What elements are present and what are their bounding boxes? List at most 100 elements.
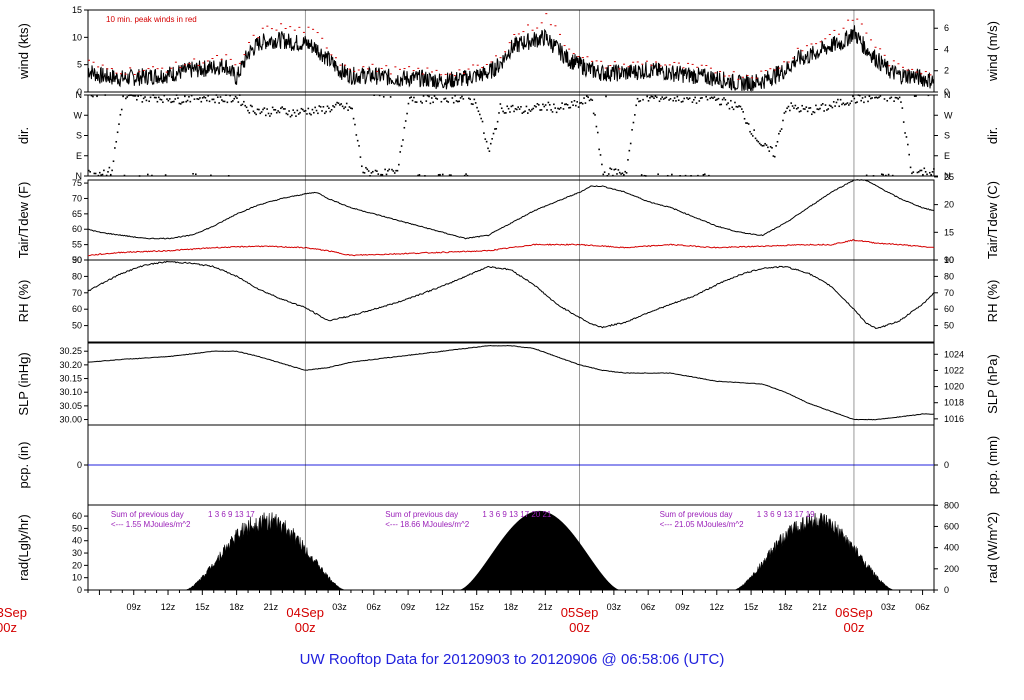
direction-point bbox=[553, 103, 555, 106]
direction-point bbox=[909, 166, 912, 169]
direction-point bbox=[927, 94, 930, 97]
peak-wind-mark bbox=[412, 70, 415, 72]
direction-point bbox=[569, 106, 572, 109]
direction-point bbox=[186, 99, 189, 102]
direction-point bbox=[882, 173, 884, 176]
direction-point bbox=[595, 125, 598, 128]
direction-point bbox=[337, 102, 340, 104]
peak-wind-mark bbox=[248, 41, 251, 43]
direction-point bbox=[750, 133, 753, 135]
direction-point bbox=[297, 113, 300, 115]
direction-point bbox=[404, 120, 407, 122]
direction-point bbox=[749, 130, 751, 133]
peak-wind-mark bbox=[586, 56, 589, 58]
direction-point bbox=[175, 94, 178, 96]
direction-point bbox=[838, 105, 841, 108]
direction-point bbox=[606, 174, 609, 177]
peak-wind-mark bbox=[138, 71, 141, 73]
direction-point bbox=[603, 171, 606, 173]
peak-wind-mark bbox=[577, 56, 580, 58]
direction-point bbox=[550, 109, 552, 111]
direction-point bbox=[286, 113, 289, 116]
peak-wind-mark bbox=[476, 64, 479, 66]
direction-point bbox=[702, 173, 705, 176]
direction-point bbox=[119, 113, 122, 116]
direction-point bbox=[291, 114, 293, 117]
direction-point bbox=[506, 105, 509, 108]
direction-point bbox=[101, 173, 104, 176]
direction-point bbox=[296, 109, 299, 112]
peak-wind-mark bbox=[650, 64, 653, 66]
direction-point bbox=[561, 102, 563, 104]
direction-point bbox=[596, 131, 599, 134]
peak-wind-mark bbox=[682, 67, 685, 69]
peak-wind-mark bbox=[924, 71, 927, 73]
direction-point bbox=[753, 129, 755, 131]
direction-point bbox=[542, 103, 544, 106]
peak-wind-mark bbox=[673, 61, 676, 63]
direction-point bbox=[167, 99, 170, 102]
direction-point bbox=[815, 104, 817, 107]
direction-point bbox=[912, 171, 915, 173]
direction-point bbox=[441, 173, 444, 176]
direction-point bbox=[732, 108, 735, 111]
direction-point bbox=[926, 173, 928, 176]
direction-point bbox=[599, 154, 602, 156]
direction-point bbox=[308, 112, 311, 115]
direction-point bbox=[168, 98, 171, 100]
direction-point bbox=[325, 110, 327, 113]
peak-wind-mark bbox=[398, 68, 401, 70]
direction-point bbox=[485, 140, 488, 143]
direction-point bbox=[817, 108, 820, 111]
direction-point bbox=[916, 171, 919, 174]
direction-point bbox=[751, 135, 754, 137]
direction-point bbox=[332, 105, 334, 107]
direction-point bbox=[426, 94, 429, 97]
peak-wind-mark bbox=[627, 66, 630, 68]
direction-point bbox=[118, 123, 120, 125]
direction-point bbox=[146, 173, 149, 176]
rh-line bbox=[87, 260, 935, 330]
peak-wind-mark bbox=[229, 58, 232, 60]
direction-point bbox=[813, 111, 816, 114]
peak-wind-mark bbox=[344, 64, 347, 66]
peak-wind-mark bbox=[751, 77, 754, 79]
direction-point bbox=[913, 95, 916, 97]
direction-point bbox=[568, 106, 570, 109]
direction-point bbox=[248, 112, 251, 114]
peak-wind-mark bbox=[732, 71, 735, 73]
direction-point bbox=[821, 103, 824, 105]
direction-point bbox=[173, 100, 175, 103]
peak-wind-mark bbox=[869, 39, 872, 41]
direction-point bbox=[671, 173, 673, 176]
y-tick-label-left: 70 bbox=[72, 193, 82, 203]
direction-point bbox=[871, 97, 873, 99]
direction-point bbox=[646, 95, 648, 98]
direction-point bbox=[915, 95, 917, 97]
direction-point bbox=[741, 108, 743, 110]
x-tick-label: 21z bbox=[812, 602, 827, 612]
direction-point bbox=[502, 110, 504, 113]
peak-wind-mark bbox=[440, 74, 443, 76]
day-label-date: 05Sep bbox=[561, 605, 599, 620]
y-tick-label-right: 0 bbox=[944, 585, 949, 595]
peak-wind-mark bbox=[920, 73, 923, 75]
direction-point bbox=[307, 107, 310, 110]
direction-point bbox=[548, 104, 551, 106]
x-tick-label: 12z bbox=[710, 602, 725, 612]
radiation-sum-value: <--- 1.55 MJoules/m^2 bbox=[111, 520, 191, 529]
direction-point bbox=[432, 101, 434, 104]
peak-wind-mark bbox=[783, 61, 786, 63]
x-tick-label: 15z bbox=[744, 602, 759, 612]
direction-point bbox=[499, 103, 502, 105]
direction-point bbox=[902, 121, 905, 123]
direction-point bbox=[904, 132, 906, 134]
peak-wind-mark bbox=[147, 68, 150, 70]
peak-wind-mark bbox=[508, 42, 511, 44]
direction-point bbox=[233, 97, 236, 100]
y-tick-label-left: 30.05 bbox=[59, 401, 82, 411]
peak-wind-mark bbox=[591, 60, 594, 62]
y-tick-label-left: 50 bbox=[72, 321, 82, 331]
peak-wind-mark bbox=[828, 34, 831, 36]
direction-point bbox=[714, 99, 717, 101]
